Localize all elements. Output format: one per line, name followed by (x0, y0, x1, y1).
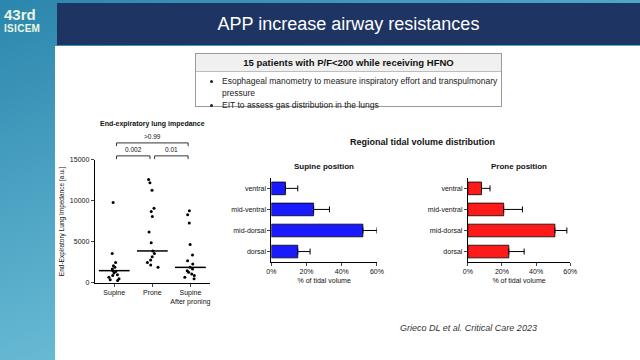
svg-text:0.01: 0.01 (165, 146, 178, 153)
svg-text:20%: 20% (300, 268, 314, 275)
svg-text:40%: 40% (529, 268, 543, 275)
svg-text:0%: 0% (463, 268, 473, 275)
svg-text:End-expiratory lung impedance: End-expiratory lung impedance (100, 120, 205, 128)
svg-text:% of tidal volume: % of tidal volume (298, 277, 351, 284)
svg-text:dorsal: dorsal (443, 248, 463, 255)
svg-text:ventral: ventral (245, 185, 266, 192)
svg-text:Prone position: Prone position (491, 162, 547, 171)
html-text:Esophageal manometry to measur: Esophageal manometry to measure inspirat… (222, 76, 498, 98)
svg-text:5000: 5000 (74, 238, 90, 245)
svg-text:% of tidal volume: % of tidal volume (492, 277, 545, 284)
svg-text:0%: 0% (266, 268, 276, 275)
svg-text:20%: 20% (495, 268, 509, 275)
svg-text:60%: 60% (563, 268, 577, 275)
svg-text:SupineAfter proning: SupineAfter proning (170, 289, 210, 306)
svg-text:Supine: Supine (103, 289, 125, 297)
svg-text:15000: 15000 (70, 156, 90, 163)
svg-text:0: 0 (85, 279, 89, 286)
svg-text:Regional tidal volume distribu: Regional tidal volume distribution (350, 137, 495, 147)
html-text:15 patients with P/F<200 while: 15 patients with P/F<200 while receiving… (243, 57, 454, 68)
svg-text:mid-ventral: mid-ventral (231, 206, 266, 213)
html-text:EIT to assess gas distribution: EIT to assess gas distribution in the lu… (222, 100, 379, 110)
html-text:Grieco DL et al. Critical Care: Grieco DL et al. Critical Care 2023 (400, 323, 537, 333)
html-text:ISICEM: ISICEM (4, 23, 41, 34)
html-text:APP increase airway resistance: APP increase airway resistances (217, 14, 480, 34)
svg-text:40%: 40% (335, 268, 349, 275)
svg-text:10000: 10000 (70, 197, 90, 204)
svg-text:0.002: 0.002 (125, 146, 142, 153)
svg-text:Prone: Prone (143, 289, 162, 296)
svg-text:mid-dorsal: mid-dorsal (233, 227, 266, 234)
svg-text:60%: 60% (370, 268, 384, 275)
svg-text:>0.99: >0.99 (144, 133, 161, 140)
svg-text:Supine position: Supine position (294, 162, 354, 171)
svg-text:mid-ventral: mid-ventral (428, 206, 463, 213)
svg-text:End-Expiratory Lung Impedance: End-Expiratory Lung Impedance [a.u.] (58, 166, 66, 276)
svg-text:dorsal: dorsal (247, 248, 267, 255)
html-text:43rd: 43rd (4, 6, 36, 23)
svg-text:mid-dorsal: mid-dorsal (430, 227, 463, 234)
svg-text:ventral: ventral (441, 185, 462, 192)
